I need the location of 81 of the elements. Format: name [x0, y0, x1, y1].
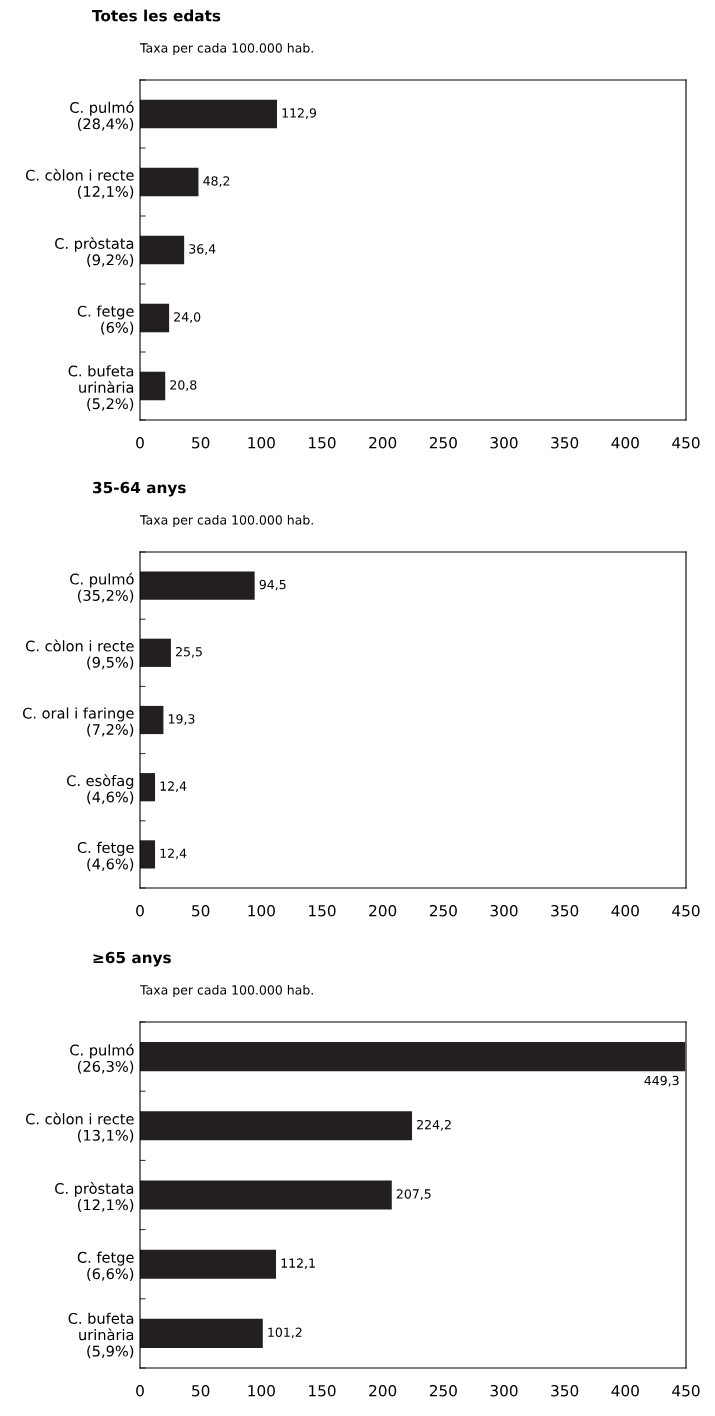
y-tick-label: C. fetge (4,6%) [77, 841, 134, 872]
data-label: 207,5 [396, 1189, 431, 1200]
y-tick-label: C. oral i faringe (7,2%) [22, 707, 134, 737]
bar [140, 1180, 392, 1210]
y-tick-label: C. esòfag (4,6%) [66, 774, 134, 805]
bar [140, 167, 199, 197]
data-label: 36,4 [189, 244, 216, 255]
x-tick-label: 50 [192, 436, 210, 449]
bar [140, 773, 156, 802]
chart-title: Totes les edats [92, 9, 221, 22]
data-label: 20,8 [170, 380, 197, 391]
x-tick-label: 100 [248, 436, 275, 449]
y-tick-label: C. còlon i recte (12,1%) [25, 168, 134, 199]
x-tick-label: 200 [369, 436, 397, 449]
x-tick-label: 250 [429, 904, 457, 917]
x-tick-label: 150 [309, 436, 336, 449]
data-label: 19,3 [168, 714, 195, 725]
x-tick-label: 0 [136, 1384, 144, 1397]
x-tick-label: 450 [672, 904, 700, 917]
data-label: 94,5 [259, 579, 286, 591]
x-tick-label: 400 [611, 1384, 639, 1397]
data-label: 25,5 [176, 646, 202, 658]
chart-subtitle: Taxa per cada 100.000 hab. [139, 984, 313, 998]
data-label: 101,2 [268, 1327, 302, 1339]
chart-title: 35-64 anys [93, 481, 186, 497]
bar [140, 571, 255, 600]
y-tick-label: C. fetge (6,6%) [77, 1251, 134, 1281]
x-tick-label: 150 [309, 904, 336, 917]
x-tick-label: 200 [369, 904, 397, 917]
bar [140, 1249, 277, 1279]
x-tick-label: 450 [672, 1384, 700, 1397]
x-tick-label: 50 [192, 904, 210, 917]
data-label: 112,1 [281, 1258, 315, 1270]
x-tick-label: 400 [611, 904, 639, 917]
y-tick-label: C. pulmó (28,4%) [70, 101, 134, 132]
bar [140, 303, 170, 333]
chart-title: ≥65 anys [93, 951, 171, 967]
data-label: 112,9 [282, 108, 317, 119]
bar [140, 840, 156, 869]
y-tick-label: C. pròstata (9,2%) [55, 237, 134, 268]
x-tick-label: 400 [611, 436, 639, 449]
y-tick-label: C. pulmó (26,3%) [70, 1043, 134, 1074]
x-tick-label: 350 [551, 436, 579, 449]
data-label: 24,0 [174, 312, 201, 323]
x-tick-label: 50 [192, 1384, 210, 1397]
data-label: 224,2 [417, 1119, 451, 1131]
x-tick-label: 450 [672, 436, 700, 449]
bar [140, 99, 277, 129]
x-tick-label: 250 [429, 436, 457, 449]
bar [140, 235, 185, 265]
data-label: 12,4 [160, 848, 187, 860]
bar [140, 371, 166, 401]
x-tick-label: 350 [551, 904, 579, 917]
data-label: 449,3 [644, 1075, 679, 1087]
y-tick-label: C. pròstata (12,1%) [55, 1182, 134, 1213]
data-label: 12,4 [160, 781, 187, 793]
y-tick-label: C. bufeta urinària (5,9%) [68, 1312, 134, 1359]
data-label: 48,2 [203, 176, 230, 187]
bar [140, 705, 164, 735]
y-tick-label: C. còlon i recte (13,1%) [25, 1112, 134, 1143]
x-tick-label: 150 [309, 1384, 336, 1397]
bar [140, 1111, 413, 1141]
x-tick-label: 300 [490, 436, 518, 449]
y-tick-label: C. bufeta urinària (5,2%) [68, 365, 134, 411]
x-tick-label: 300 [490, 1384, 518, 1397]
y-tick-label: C. còlon i recte (9,5%) [25, 639, 134, 670]
x-tick-label: 100 [248, 904, 275, 917]
x-tick-label: 0 [136, 436, 144, 449]
bar [140, 638, 171, 667]
x-tick-label: 250 [429, 1384, 457, 1397]
x-tick-label: 300 [490, 904, 518, 917]
y-tick-label: C. fetge (6%) [77, 305, 134, 335]
x-tick-label: 200 [369, 1384, 397, 1397]
bar [140, 1318, 263, 1348]
x-tick-label: 100 [248, 1384, 275, 1397]
chart-subtitle: Taxa per cada 100.000 hab. [139, 514, 313, 528]
chart-subtitle: Taxa per cada 100.000 hab. [139, 42, 313, 56]
x-tick-label: 0 [136, 904, 144, 917]
y-tick-label: C. pulmó (35,2%) [70, 572, 134, 603]
x-tick-label: 350 [551, 1384, 579, 1397]
bar [140, 1042, 686, 1072]
